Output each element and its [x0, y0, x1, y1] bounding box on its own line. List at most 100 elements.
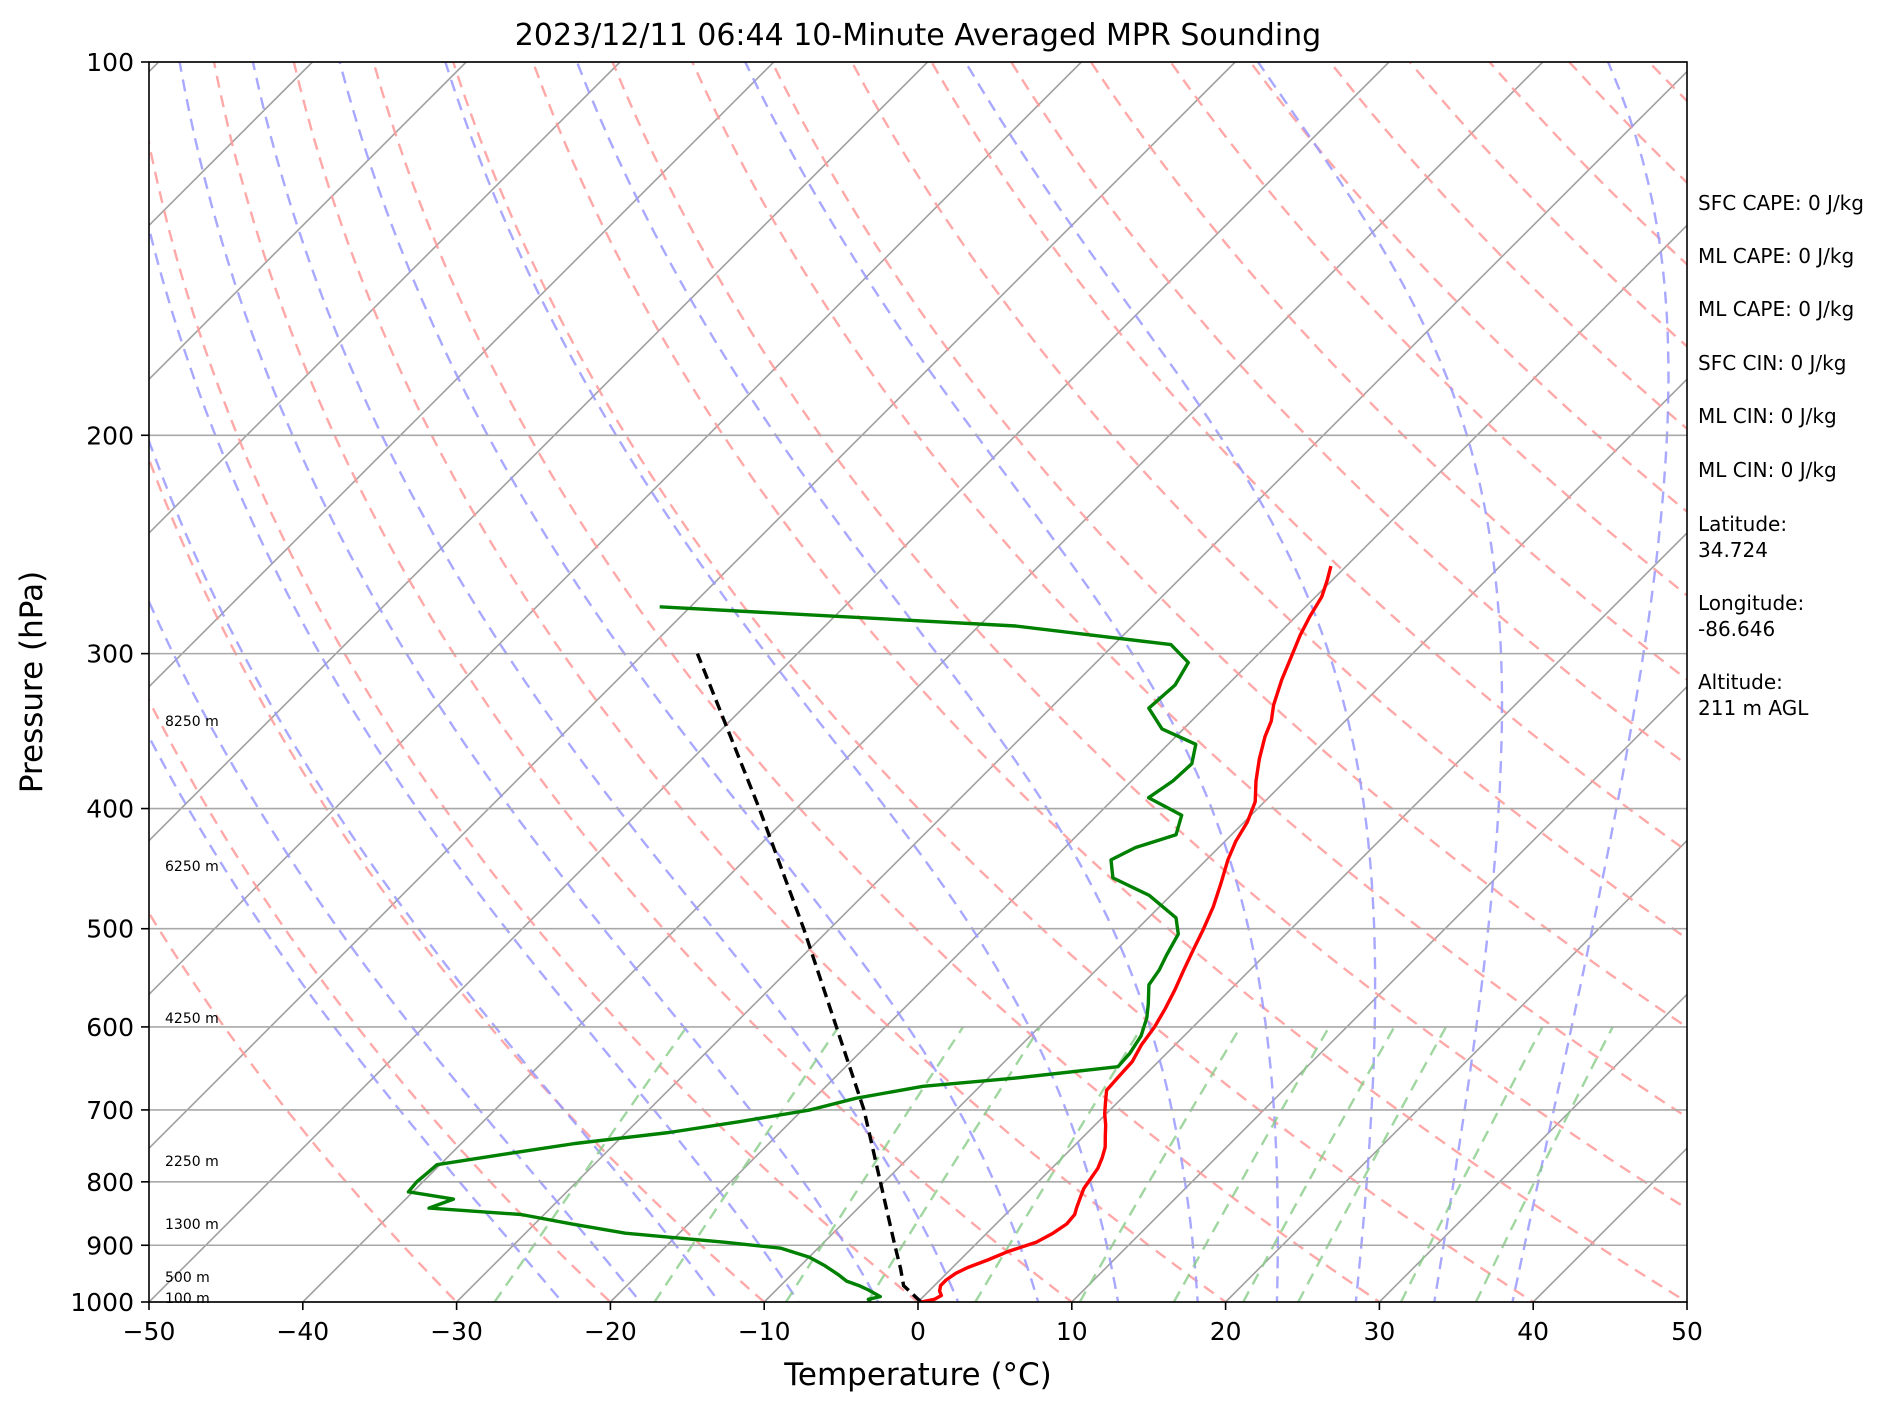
y-axis-ticks: 100 200 300 400 500 600 700 800 900 1000 — [70, 48, 149, 1317]
y-tick-label: 600 — [86, 1013, 134, 1042]
y-tick-label: 300 — [86, 640, 134, 669]
x-tick-label: −10 — [738, 1317, 791, 1346]
info-line: SFC CIN: 0 J/kg — [1698, 351, 1846, 375]
info-line: SFC CAPE: 0 J/kg — [1698, 191, 1864, 215]
height-labels: 8250 m 6250 m 4250 m 2250 m 1300 m 500 m 100 m — [165, 714, 219, 1307]
height-label: 6250 m — [165, 859, 219, 875]
background-lines — [149, 62, 1687, 1302]
x-tick-label: −20 — [584, 1317, 637, 1346]
moist-adiabat-line — [149, 223, 800, 1302]
mixing-ratio-line — [1474, 1026, 1614, 1302]
isotherm-line — [149, 62, 1082, 996]
moist-adiabat-line — [149, 734, 564, 1302]
dry-adiabat-line — [149, 697, 613, 1302]
isotherm-line — [149, 62, 467, 381]
y-tick-label: 400 — [86, 795, 134, 824]
dry-adiabat-line — [451, 62, 1536, 1302]
plot-frame — [148, 61, 1688, 1303]
moist-adiabat-line — [964, 62, 1377, 1302]
y-tick-label: 700 — [86, 1096, 134, 1125]
x-tick-label: 30 — [1363, 1317, 1395, 1346]
isotherm-line — [1225, 839, 1687, 1302]
temperature-profile-line — [920, 565, 1333, 1302]
height-label: 4250 m — [165, 1011, 219, 1027]
dry-adiabat-line — [292, 62, 1228, 1302]
info-line: Altitude: — [1698, 670, 1783, 694]
x-tick-label: 0 — [910, 1317, 926, 1346]
info-line: 211 m AGL — [1698, 696, 1809, 720]
y-tick-label: 500 — [86, 915, 134, 944]
info-line: ML CAPE: 0 J/kg — [1698, 297, 1854, 321]
dry-adiabat-line — [531, 62, 1687, 1302]
isotherm-line — [149, 62, 1236, 1150]
mixing-ratio-line — [1297, 1026, 1448, 1302]
mixing-ratio-line — [866, 1026, 1042, 1302]
info-line: 34.724 — [1698, 538, 1768, 562]
dry-adiabat-line — [850, 62, 1687, 941]
dry-adiabat-line — [1328, 62, 1687, 431]
info-line: -86.646 — [1698, 617, 1775, 641]
dry-adiabat-line — [611, 62, 1687, 1211]
chart-title: 2023/12/11 06:44 10-Minute Averaged MPR … — [515, 18, 1321, 53]
moist-adiabat-line — [149, 598, 642, 1302]
info-line: ML CAPE: 0 J/kg — [1698, 244, 1854, 268]
isotherm-line — [917, 531, 1687, 1302]
dry-adiabat-line — [770, 62, 1687, 1029]
height-label: 2250 m — [165, 1154, 219, 1170]
x-tick-label: 20 — [1210, 1317, 1242, 1346]
mixing-ratio-line — [1078, 1026, 1242, 1302]
y-tick-label: 200 — [86, 421, 134, 450]
isotherm-line — [456, 70, 1687, 1302]
y-tick-label: 1000 — [70, 1288, 134, 1317]
dry-adiabat-line — [149, 137, 920, 1302]
y-axis-label: Pressure (hPa) — [14, 571, 50, 793]
x-tick-label: 50 — [1671, 1317, 1703, 1346]
x-axis-label: Temperature (°C) — [783, 1357, 1052, 1393]
moist-adiabat-line — [338, 62, 1040, 1302]
info-line: Longitude: — [1698, 591, 1804, 615]
dry-adiabat-line — [212, 62, 1074, 1302]
y-tick-label: 800 — [86, 1168, 134, 1197]
x-tick-label: −40 — [276, 1317, 329, 1346]
moist-adiabat-line — [1511, 62, 1670, 1302]
isotherm-line — [149, 62, 929, 842]
y-tick-label: 100 — [86, 48, 134, 77]
isotherm-line — [149, 62, 621, 535]
x-tick-label: −30 — [430, 1317, 483, 1346]
pressure-gridlines — [149, 61, 1687, 1303]
y-tick-label: 900 — [86, 1231, 134, 1260]
isotherm-line — [1378, 993, 1687, 1302]
moist-adiabat-line — [575, 62, 1199, 1302]
mixing-ratio-line — [1399, 1026, 1544, 1302]
moist-adiabat-line — [178, 62, 880, 1302]
isotherm-line — [609, 224, 1687, 1302]
isotherm-line — [1071, 685, 1687, 1302]
x-axis-ticks: −50 −40 −30 −20 −10 0 10 20 30 40 50 — [123, 1302, 1703, 1346]
dewpoint-profile-line — [406, 605, 1198, 1302]
dry-adiabat-line — [1009, 62, 1687, 767]
height-label: 100 m — [165, 1291, 210, 1307]
x-tick-label: 10 — [1056, 1317, 1088, 1346]
mixing-ratio-line — [1242, 1026, 1396, 1302]
info-line: Latitude: — [1698, 512, 1787, 536]
dry-adiabat-line — [1248, 62, 1687, 514]
mixing-ratio-line — [1172, 1026, 1331, 1302]
dry-adiabat-line — [149, 910, 459, 1302]
isotherm-line — [763, 378, 1687, 1302]
isotherm-line — [149, 62, 775, 688]
moist-adiabat-line — [444, 62, 1120, 1302]
dry-adiabat-line — [149, 455, 767, 1302]
height-label: 8250 m — [165, 714, 219, 730]
x-tick-label: 40 — [1517, 1317, 1549, 1346]
height-label: 500 m — [165, 1270, 210, 1286]
dry-adiabat-line — [372, 62, 1382, 1302]
parcel-profile-line — [695, 652, 923, 1302]
info-line: ML CIN: 0 J/kg — [1698, 458, 1837, 482]
moist-adiabat-line — [744, 62, 1279, 1302]
moist-adiabat-line — [149, 437, 721, 1302]
mixing-ratio-line — [493, 1026, 688, 1302]
moist-adiabat-line — [251, 62, 960, 1302]
height-label: 1300 m — [165, 1217, 219, 1233]
x-tick-label: −50 — [123, 1317, 176, 1346]
